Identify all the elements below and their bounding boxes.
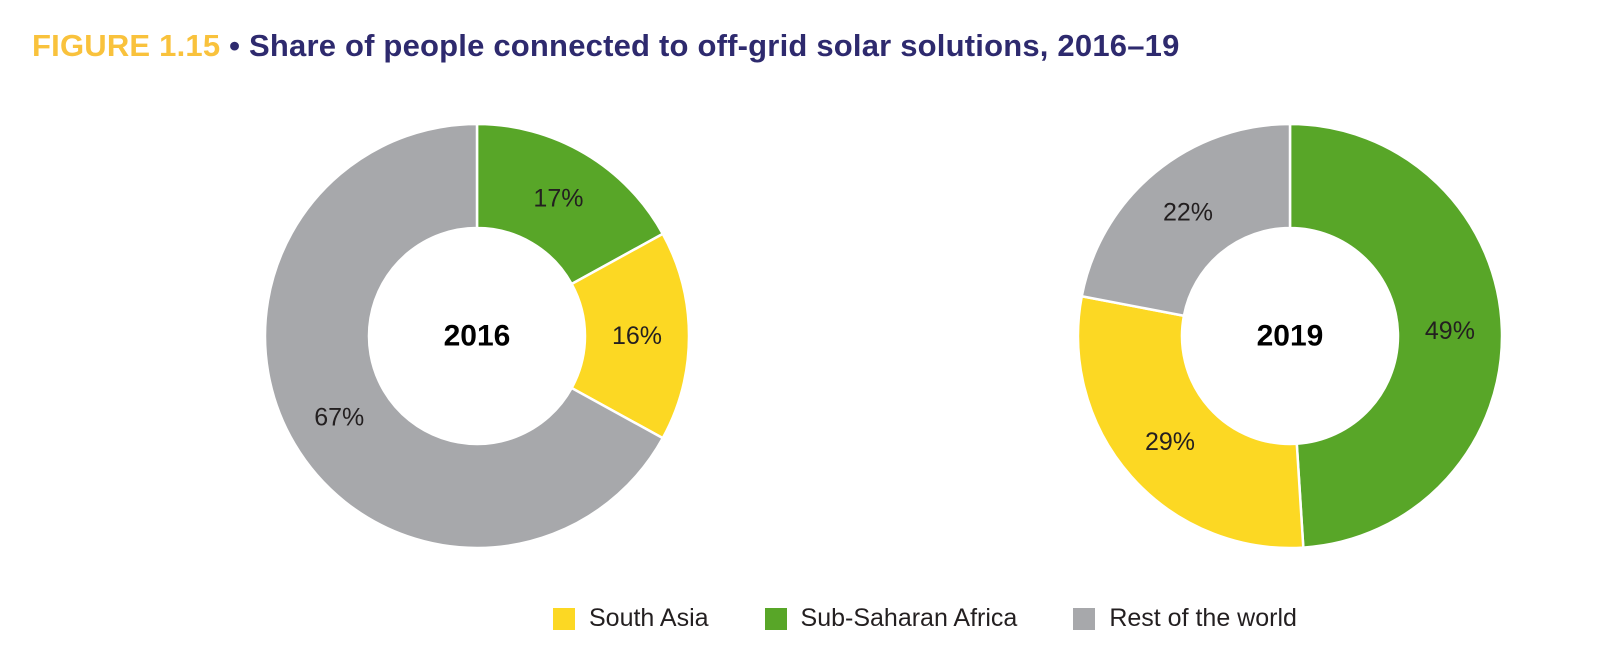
legend-swatch-rest-of-the-world — [1073, 607, 1096, 630]
slice-label-2019-rest-of-the-world: 22% — [1163, 199, 1213, 227]
slice-2016-south-asia — [569, 232, 691, 440]
legend-swatch-south-asia — [553, 607, 575, 630]
legend-label-sub-saharan-africa: Sub-Saharan Africa — [800, 604, 1018, 632]
donut-chart-2016: 17% 16% 67% 2016 — [263, 122, 691, 550]
figure-label: FIGURE 1.15 — [32, 28, 221, 63]
center-label-2016: 2016 — [444, 320, 511, 353]
center-label-2019: 2019 — [1257, 320, 1324, 353]
slice-label-2016-rest-of-the-world: 67% — [314, 403, 364, 431]
slice-label-2019-south-asia: 29% — [1145, 428, 1195, 456]
figure-title: FIGURE 1.15 • Share of people connected … — [32, 28, 1180, 64]
legend-swatch-sub-saharan-africa — [764, 607, 787, 630]
slice-2016-sub-saharan-africa — [475, 122, 665, 286]
legend-label-south-asia: South Asia — [589, 604, 709, 632]
slice-label-2016-sub-saharan-africa: 17% — [533, 184, 583, 212]
slice-label-2019-sub-saharan-africa: 49% — [1425, 317, 1475, 345]
legend: South Asia Sub-Saharan Africa Rest of th… — [553, 604, 1353, 633]
slice-2019-sub-saharan-africa — [1288, 122, 1504, 549]
slice-label-2016-south-asia: 16% — [612, 322, 662, 350]
slice-2016-rest-of-the-world — [263, 122, 665, 550]
legend-item-south-asia: South Asia — [553, 604, 709, 633]
legend-item-rest-of-the-world: Rest of the world — [1073, 604, 1297, 633]
donut-charts: 17% 16% 67% 2016 49% 29% 22% 2019 — [263, 122, 1504, 550]
legend-label-rest-of-the-world: Rest of the world — [1109, 604, 1297, 632]
legend-item-sub-saharan-africa: Sub-Saharan Africa — [764, 604, 1018, 633]
donut-chart-2019: 49% 29% 22% 2019 — [1076, 122, 1504, 550]
figure-separator: • — [229, 28, 241, 63]
slice-2019-rest-of-the-world — [1080, 122, 1292, 318]
slice-2019-south-asia — [1076, 294, 1305, 550]
figure-title-text: Share of people connected to off-grid so… — [248, 28, 1180, 63]
